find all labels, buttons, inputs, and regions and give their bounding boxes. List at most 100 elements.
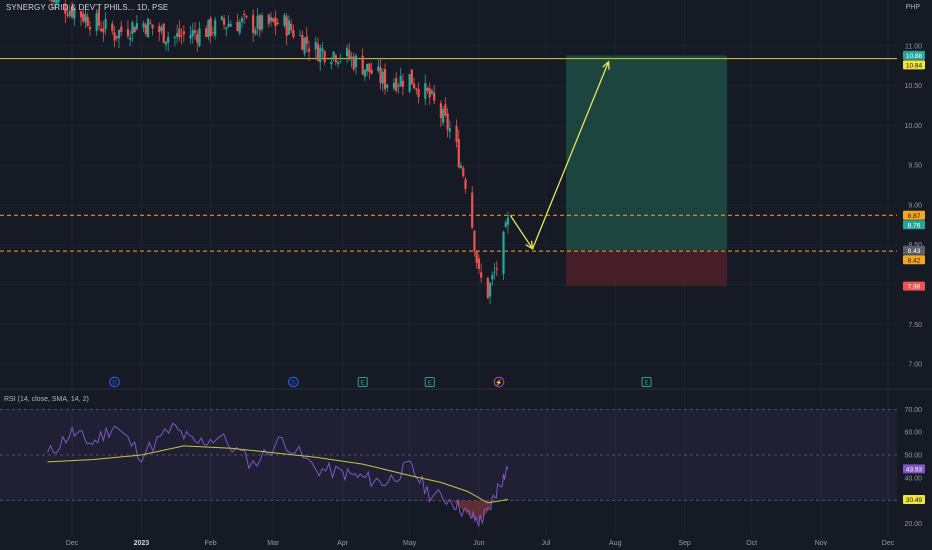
x-axis-tick-label: Sep xyxy=(678,540,691,547)
candle-body xyxy=(173,36,176,38)
candle-body xyxy=(330,62,333,65)
candle-body xyxy=(323,51,326,62)
candle-body xyxy=(426,87,429,91)
candle-body xyxy=(314,42,317,50)
candle-body xyxy=(158,25,161,33)
price-axis-label-bg xyxy=(903,255,925,265)
candle-body xyxy=(408,74,411,92)
candle-body xyxy=(348,50,351,59)
price-axis-label-bg xyxy=(903,281,925,291)
candle-body xyxy=(79,11,83,18)
candle-body xyxy=(97,9,100,26)
candle-body xyxy=(354,55,358,68)
candle-body xyxy=(392,82,396,89)
candle-body xyxy=(117,30,121,39)
candle-body xyxy=(68,10,71,16)
earnings-event-marker xyxy=(641,377,652,387)
rsi-ma-line xyxy=(47,445,509,504)
rsi-axis-tick-label: 50.00 xyxy=(904,453,922,460)
candle-body xyxy=(370,69,373,74)
candle-body xyxy=(415,88,418,90)
candle-body xyxy=(475,251,478,263)
candle-body xyxy=(504,222,507,228)
candle-body xyxy=(433,92,436,101)
candle-body xyxy=(339,57,342,59)
candle-body xyxy=(115,35,118,39)
y-axis-tick-label: 9.00 xyxy=(908,202,922,209)
candle-body xyxy=(477,258,481,269)
candle-body xyxy=(267,14,270,24)
currency-label: PHP xyxy=(905,4,920,11)
candle-body xyxy=(377,66,380,71)
event-marker-letter: D xyxy=(291,380,296,386)
candle-body xyxy=(495,268,498,270)
candle-body xyxy=(448,128,451,132)
candle-body xyxy=(379,67,382,83)
symbol-title[interactable]: SYNERGY GRID & DEV'T PHILS... 1D, PSE xyxy=(6,3,169,12)
price-axis-label-bg xyxy=(903,245,925,255)
candle-body xyxy=(386,84,389,88)
candle-body xyxy=(86,17,89,27)
candle-body xyxy=(211,32,214,34)
candle-body xyxy=(298,34,302,36)
candle-body xyxy=(189,35,192,39)
candle-body xyxy=(491,274,494,280)
candle-body xyxy=(205,28,208,38)
candle-body xyxy=(319,47,322,63)
candle-body xyxy=(135,23,138,30)
rsi-value-label-bg xyxy=(903,464,925,474)
candle-body xyxy=(120,26,123,32)
x-axis-tick-label: May xyxy=(403,540,417,547)
candle-body xyxy=(269,17,273,22)
event-marker-letter: E xyxy=(428,380,432,386)
event-marker-letter: D xyxy=(112,380,117,386)
rsi-axis-tick-label: 20.00 xyxy=(904,521,922,528)
candle-body xyxy=(336,61,340,64)
candle-body xyxy=(198,28,201,46)
candle-body xyxy=(283,15,286,26)
rsi-axis-tick-label: 70.00 xyxy=(904,407,922,414)
candle-body xyxy=(55,0,58,4)
candle-body xyxy=(321,48,324,51)
candle-body xyxy=(146,18,150,38)
event-marker-letter: ⚡ xyxy=(495,378,502,386)
candle-body xyxy=(252,14,255,33)
candle-body xyxy=(459,165,463,168)
candle-body xyxy=(493,271,496,273)
candle-body xyxy=(361,55,364,75)
price-axis-label: 7.98 xyxy=(908,284,921,291)
candle-body xyxy=(176,33,179,37)
x-axis-tick-label: Dec xyxy=(882,540,895,547)
candle-body xyxy=(506,217,510,225)
x-axis-tick-label: Apr xyxy=(337,540,349,547)
price-axis-label: 10.84 xyxy=(906,62,923,69)
candle-body xyxy=(287,20,291,35)
rsi-indicator-label[interactable]: RSI (14, close, SMA, 14, 2) xyxy=(4,396,89,403)
x-axis-tick-label: Aug xyxy=(609,540,622,547)
price-axis-label: 10.88 xyxy=(906,53,923,60)
candle-body xyxy=(412,83,416,89)
candle-body xyxy=(209,18,212,37)
candle-body xyxy=(164,41,168,45)
candle-body xyxy=(480,272,483,278)
candle-body xyxy=(332,51,335,58)
price-axis-label: 8.87 xyxy=(908,213,921,220)
x-axis-tick-label: Jul xyxy=(542,540,551,547)
candle-body xyxy=(276,22,279,25)
candle-body xyxy=(502,231,505,275)
candle-body xyxy=(225,27,228,30)
annotation-arrow-head xyxy=(602,60,610,70)
rsi-value-label-bg xyxy=(903,495,925,505)
candle-body xyxy=(100,28,103,32)
candle-body xyxy=(417,89,420,97)
candle-body xyxy=(88,26,92,30)
candle-body xyxy=(471,192,474,228)
candle-body xyxy=(222,18,226,25)
candle-body xyxy=(162,23,165,43)
candle-body xyxy=(352,56,355,70)
annotation-arrow-line xyxy=(531,61,610,249)
candle-body xyxy=(290,23,293,31)
candle-body xyxy=(455,126,458,142)
